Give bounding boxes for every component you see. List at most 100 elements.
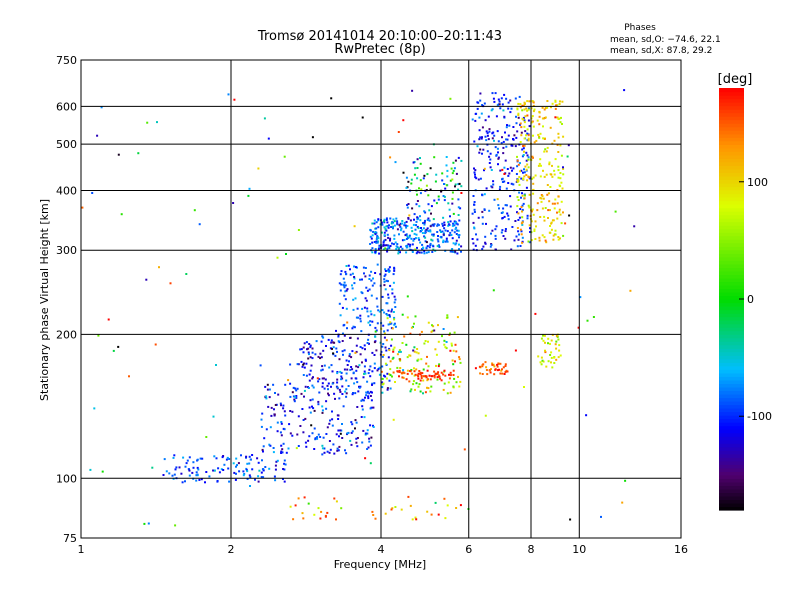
colorbar-segment: [719, 390, 744, 395]
data-point: [554, 233, 557, 236]
data-point: [351, 350, 354, 353]
data-point: [444, 249, 447, 252]
data-point: [305, 445, 308, 448]
data-point: [363, 416, 366, 419]
data-point: [345, 307, 348, 310]
data-point: [195, 479, 198, 482]
data-point: [501, 136, 503, 139]
data-point: [542, 197, 545, 200]
data-point: [455, 381, 458, 384]
data-point: [383, 275, 386, 278]
chart-subtitle: RwPretec (8p): [334, 42, 425, 57]
data-point: [280, 452, 283, 454]
data-point: [268, 388, 271, 391]
data-point: [353, 277, 356, 280]
data-point: [525, 186, 528, 189]
data-point: [538, 162, 541, 165]
data-point: [538, 115, 541, 118]
x-tick-label: 10: [572, 543, 586, 556]
data-point: [502, 152, 505, 155]
y-axis-label: Stationary phase Virtual Height [km]: [38, 199, 51, 401]
data-point: [404, 224, 407, 227]
data-point: [260, 476, 263, 479]
data-point: [554, 158, 557, 161]
data-point: [417, 385, 420, 388]
data-point: [413, 213, 416, 216]
data-point: [392, 311, 395, 313]
data-point: [365, 394, 368, 397]
data-point: [481, 104, 484, 106]
data-point: [500, 142, 503, 145]
data-point: [274, 468, 277, 471]
data-point: [501, 168, 504, 171]
data-point: [361, 441, 364, 444]
data-point: [399, 358, 402, 361]
data-point: [542, 137, 545, 140]
data-point: [369, 320, 372, 323]
data-point: [477, 178, 480, 181]
chart-title: Tromsø 20141014 20:10:00–20:11:43: [257, 29, 502, 44]
data-point: [423, 174, 426, 177]
data-point: [494, 234, 497, 237]
data-point: [233, 98, 236, 101]
data-point: [434, 249, 437, 252]
data-point: [377, 237, 380, 240]
data-point: [222, 469, 225, 471]
data-point: [296, 387, 299, 390]
data-point: [544, 107, 547, 110]
data-point: [425, 228, 428, 231]
data-point: [471, 118, 474, 121]
data-point: [501, 211, 504, 214]
data-point: [541, 359, 544, 362]
data-point: [172, 456, 175, 459]
data-point: [356, 381, 359, 384]
data-point: [433, 156, 436, 159]
data-point: [543, 175, 546, 178]
data-point: [436, 378, 439, 381]
data-point: [391, 507, 394, 510]
y-tick-label: 300: [56, 244, 77, 257]
data-point: [530, 107, 533, 110]
data-point: [414, 373, 417, 376]
data-point: [416, 177, 419, 180]
data-point: [375, 349, 378, 352]
data-point: [372, 426, 375, 428]
data-point: [381, 295, 384, 298]
data-point: [535, 225, 537, 228]
data-point: [449, 371, 452, 374]
data-point: [515, 122, 518, 125]
data-point: [387, 236, 390, 239]
data-point: [443, 497, 446, 500]
data-point: [520, 169, 523, 172]
data-point: [453, 331, 456, 334]
data-point: [544, 116, 547, 119]
data-point: [370, 237, 373, 240]
data-point: [531, 208, 534, 211]
data-point: [520, 230, 523, 233]
data-point: [378, 310, 381, 313]
colorbar-segment: [719, 214, 744, 219]
data-point: [409, 243, 412, 246]
data-point: [481, 248, 484, 251]
data-point: [521, 210, 524, 213]
data-point: [522, 178, 525, 181]
data-point: [540, 356, 543, 359]
data-point: [168, 472, 171, 475]
data-point: [261, 448, 264, 451]
data-point: [215, 364, 217, 366]
colorbar-segment: [719, 260, 744, 265]
data-point: [198, 478, 201, 481]
data-point: [339, 429, 342, 432]
data-point: [518, 191, 521, 194]
data-point: [307, 357, 310, 360]
data-point: [350, 366, 353, 368]
colorbar-segment: [719, 140, 744, 145]
data-point: [482, 148, 485, 151]
data-point: [483, 169, 485, 172]
data-point: [367, 315, 370, 318]
data-point: [458, 356, 461, 359]
data-point: [498, 100, 501, 103]
data-point: [457, 198, 460, 201]
data-point: [389, 387, 392, 390]
data-point: [543, 219, 546, 222]
